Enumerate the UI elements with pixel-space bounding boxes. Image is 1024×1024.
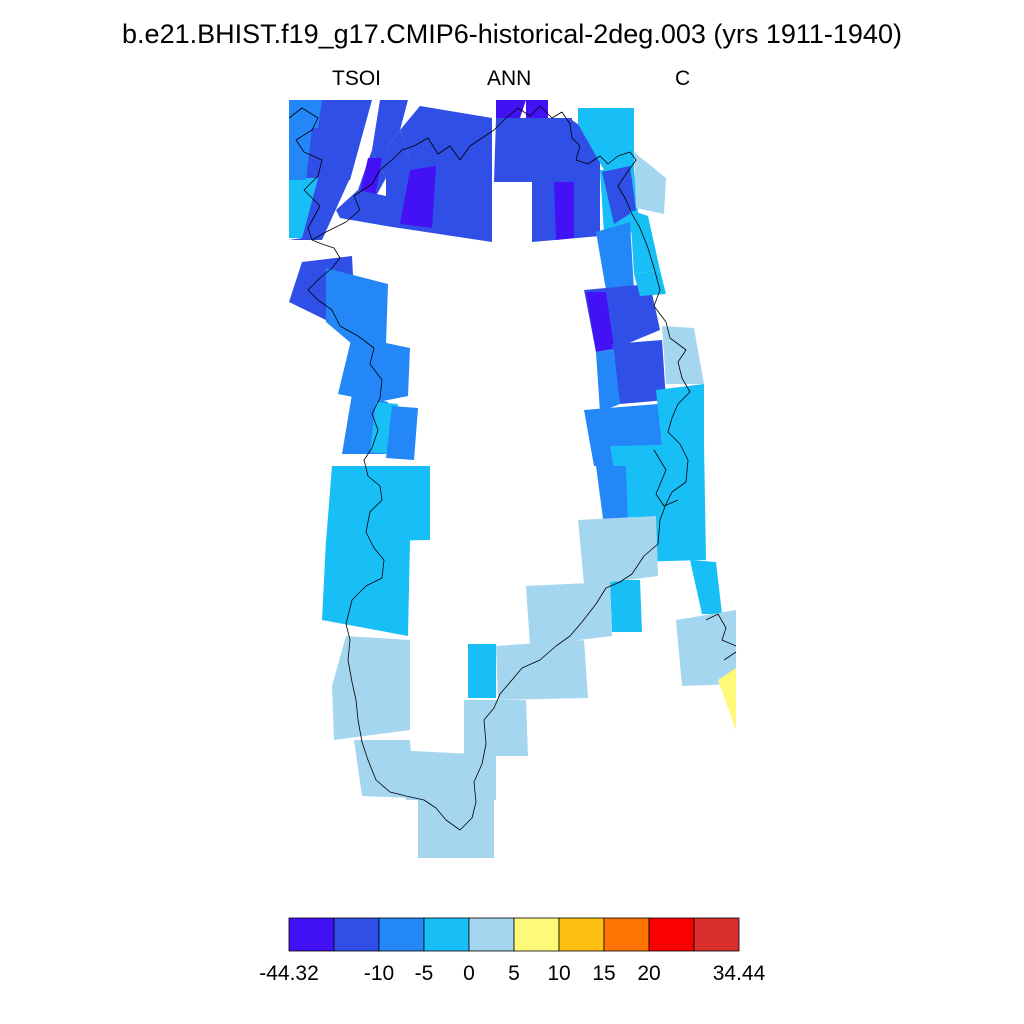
map-cell bbox=[464, 700, 528, 756]
map-cell bbox=[289, 100, 322, 128]
colorbar-box bbox=[558, 917, 605, 952]
map-cell bbox=[578, 516, 658, 584]
map-cell bbox=[496, 640, 588, 700]
map-cell bbox=[596, 466, 628, 526]
colorbar-tick-label: -10 bbox=[363, 962, 395, 985]
map-cell bbox=[392, 750, 480, 800]
map-cell bbox=[526, 100, 548, 122]
colorbar-box bbox=[423, 917, 470, 952]
colorbar-box bbox=[603, 917, 650, 952]
map-cell bbox=[468, 644, 496, 698]
map-cell bbox=[602, 166, 636, 224]
colorbar-tick-label: 20 bbox=[637, 962, 661, 985]
map-cell bbox=[586, 292, 614, 352]
map-cell bbox=[676, 610, 736, 686]
map-cell bbox=[610, 580, 642, 632]
map-cell bbox=[690, 560, 722, 614]
map-cell bbox=[400, 106, 492, 160]
colorbar-box bbox=[288, 917, 335, 952]
map-cell bbox=[400, 166, 436, 228]
map-cell bbox=[526, 582, 612, 646]
colorbar-tick-label: 15 bbox=[592, 962, 616, 985]
map-title: b.e21.BHIST.f19_g17.CMIP6-historical-2de… bbox=[122, 19, 902, 49]
map-cell bbox=[418, 800, 494, 858]
colorbar-tick-label: -5 bbox=[414, 962, 434, 985]
colorbar-tick-label: 0 bbox=[463, 962, 475, 985]
fjord-outline bbox=[653, 449, 679, 507]
map-cell bbox=[289, 128, 312, 180]
colorbar-box bbox=[468, 917, 515, 952]
units-label: C bbox=[675, 67, 691, 90]
fjord-outline bbox=[705, 613, 737, 647]
colorbar-box bbox=[333, 917, 380, 952]
colorbar-box bbox=[513, 917, 560, 952]
map-cell bbox=[634, 152, 666, 214]
map-cell bbox=[612, 340, 666, 404]
map-cell bbox=[578, 108, 634, 170]
map-cell bbox=[718, 668, 736, 730]
colorbar-tick-label: 34.44 bbox=[712, 962, 766, 985]
map-cell bbox=[322, 540, 410, 636]
variable-label: TSOI bbox=[332, 67, 382, 90]
colorbar-tick-label: 10 bbox=[547, 962, 571, 985]
map-cell bbox=[372, 100, 408, 150]
map-cell bbox=[326, 268, 388, 344]
coastline bbox=[288, 105, 691, 831]
map-cell bbox=[496, 100, 526, 118]
map-cell bbox=[656, 384, 704, 446]
colorbar-tick-label: -44.32 bbox=[259, 962, 319, 985]
map-cell bbox=[630, 210, 660, 274]
colorbar-boxes bbox=[288, 917, 740, 952]
colorbar-box bbox=[693, 917, 740, 952]
map-cell bbox=[634, 270, 666, 296]
map-cell bbox=[289, 178, 350, 240]
map-cell bbox=[386, 406, 418, 460]
map-cell bbox=[554, 182, 574, 240]
map-cell bbox=[289, 178, 318, 238]
map-cell bbox=[596, 222, 634, 290]
colorbar-box bbox=[648, 917, 695, 952]
temperature-cells bbox=[289, 100, 736, 858]
fjord-outline bbox=[723, 651, 737, 661]
map-cell bbox=[520, 118, 572, 182]
map-cell bbox=[494, 118, 520, 182]
colorbar-tick-label: 5 bbox=[508, 962, 520, 985]
map-cell bbox=[464, 752, 496, 800]
map-cell bbox=[596, 350, 620, 412]
season-label: ANN bbox=[487, 67, 532, 90]
colorbar-box bbox=[378, 917, 425, 952]
map-cell bbox=[332, 636, 410, 740]
map-cell bbox=[336, 190, 386, 226]
